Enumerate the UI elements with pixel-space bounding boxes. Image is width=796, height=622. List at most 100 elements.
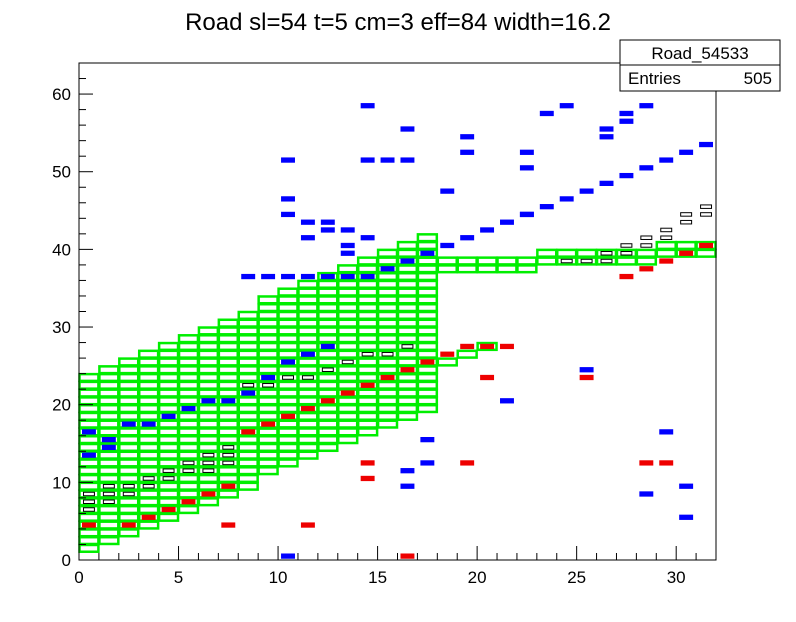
hit-box	[560, 258, 573, 264]
hit-box	[600, 258, 613, 264]
hit-blue	[380, 266, 395, 272]
hit-box	[600, 251, 613, 256]
hit-blue	[300, 219, 315, 225]
hit-box	[82, 491, 95, 497]
hit-blue	[460, 134, 475, 140]
hit-blue	[539, 204, 554, 210]
hit-blue	[281, 211, 295, 218]
hit-box	[222, 452, 235, 458]
hit-box	[700, 204, 713, 209]
hit-blue	[659, 429, 674, 435]
hit-blue	[300, 235, 315, 241]
hit-red	[639, 460, 654, 466]
hit-blue	[400, 483, 415, 489]
hit-blue	[281, 273, 295, 280]
hit-box	[222, 445, 235, 450]
hit-box	[660, 235, 673, 240]
hit-box	[660, 227, 673, 233]
hit-blue	[241, 390, 256, 396]
hit-box	[640, 235, 653, 240]
hit-blue	[679, 514, 694, 520]
hit-blue	[320, 273, 335, 280]
hit-blue	[619, 172, 634, 179]
hit-box	[700, 212, 713, 217]
x-tick-label: 25	[567, 568, 586, 587]
hit-red	[141, 514, 156, 520]
hit-blue	[380, 157, 395, 163]
hit-box	[381, 351, 394, 357]
stats-entries-label: Entries	[628, 69, 681, 88]
x-tick-label: 5	[174, 568, 183, 587]
hit-red	[659, 258, 674, 264]
hit-red	[281, 413, 295, 419]
hit-blue	[440, 188, 455, 194]
hit-box	[82, 499, 95, 505]
hit-red	[161, 506, 176, 513]
hit-box	[102, 491, 115, 497]
hit-red	[699, 242, 714, 249]
hit-blue	[519, 165, 534, 171]
hit-blue	[400, 126, 415, 132]
hit-red	[300, 522, 315, 528]
hit-box	[182, 468, 195, 473]
hit-blue	[539, 110, 554, 117]
hit-red	[360, 382, 375, 388]
hit-blue	[340, 273, 355, 280]
hit-blue	[281, 359, 295, 365]
hit-box	[620, 243, 633, 248]
hit-box	[142, 483, 155, 489]
hit-blue	[400, 468, 415, 474]
x-tick-label: 0	[74, 568, 83, 587]
hit-blue	[340, 242, 355, 249]
stats-entries-value: 505	[744, 69, 772, 88]
hit-blue	[599, 134, 614, 140]
hit-box	[142, 476, 155, 481]
y-tick-label: 40	[52, 240, 71, 259]
hit-blue	[480, 227, 495, 233]
hit-blue	[81, 452, 96, 458]
hit-box	[102, 499, 115, 505]
hit-box	[202, 460, 215, 466]
y-tick-label: 10	[52, 473, 71, 492]
hit-box	[202, 468, 215, 473]
hit-blue	[699, 141, 714, 148]
hit-box	[162, 476, 175, 481]
hit-blue	[619, 118, 634, 124]
road-bin	[476, 341, 498, 352]
hit-red	[181, 499, 196, 505]
hit-blue	[320, 219, 335, 225]
hit-red	[201, 491, 216, 497]
hit-box	[580, 258, 593, 264]
hit-red	[241, 429, 256, 435]
road-bin	[376, 380, 399, 390]
hit-box	[620, 251, 633, 256]
hit-blue	[320, 343, 335, 350]
hit-box	[222, 460, 235, 466]
hit-box	[162, 468, 175, 473]
road-bin	[436, 357, 458, 367]
hit-blue	[679, 483, 694, 489]
hit-red	[81, 522, 96, 528]
hit-red	[460, 343, 475, 350]
hit-blue	[320, 227, 335, 233]
hit-box	[82, 507, 95, 512]
hit-blue	[281, 196, 295, 202]
hit-blue	[420, 460, 435, 466]
road-bin	[456, 349, 478, 359]
hit-red	[460, 460, 475, 466]
stats-box: Road_54533 Entries 505	[619, 39, 781, 92]
hit-red	[440, 351, 455, 357]
hit-blue	[261, 273, 276, 280]
road-bin	[416, 233, 439, 243]
hit-blue	[81, 429, 96, 435]
hit-box	[640, 243, 653, 248]
hit-box	[202, 452, 215, 458]
hit-blue	[161, 413, 176, 419]
hit-blue	[440, 242, 455, 249]
hit-blue	[261, 374, 276, 381]
hit-blue	[460, 235, 475, 241]
hit-blue	[360, 157, 375, 163]
hit-blue	[360, 273, 375, 280]
hit-box	[301, 375, 314, 380]
hit-red	[380, 374, 395, 381]
